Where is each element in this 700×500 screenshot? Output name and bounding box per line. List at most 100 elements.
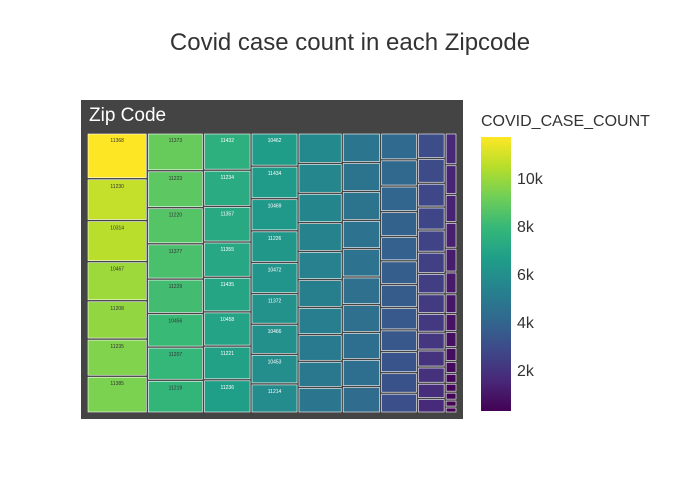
treemap-tile[interactable] bbox=[147, 314, 203, 347]
treemap-tile[interactable] bbox=[445, 133, 457, 165]
treemap-tile[interactable] bbox=[445, 195, 457, 222]
treemap-tile[interactable] bbox=[87, 262, 147, 301]
treemap-tile[interactable] bbox=[251, 166, 298, 199]
treemap-tile[interactable] bbox=[381, 373, 417, 393]
treemap-tile[interactable] bbox=[445, 165, 457, 194]
treemap-tile[interactable] bbox=[147, 133, 203, 171]
treemap-tile[interactable] bbox=[381, 160, 417, 186]
treemap-tile[interactable] bbox=[147, 279, 203, 313]
treemap-tile[interactable] bbox=[87, 376, 147, 413]
treemap-tile[interactable] bbox=[298, 308, 342, 334]
treemap-tile[interactable] bbox=[445, 248, 457, 272]
tile-label: 10467 bbox=[110, 267, 124, 273]
treemap-tile[interactable] bbox=[298, 223, 342, 251]
treemap-tile[interactable] bbox=[445, 407, 457, 413]
treemap-tile[interactable] bbox=[87, 339, 147, 376]
treemap-tile[interactable] bbox=[251, 133, 298, 166]
treemap-tile[interactable] bbox=[342, 221, 380, 248]
treemap-tile[interactable] bbox=[381, 330, 417, 351]
treemap-tile[interactable] bbox=[87, 179, 147, 220]
treemap-tile[interactable] bbox=[298, 361, 342, 387]
treemap-tile[interactable] bbox=[418, 367, 445, 383]
treemap-tile[interactable] bbox=[298, 133, 342, 163]
treemap-tile[interactable] bbox=[381, 261, 417, 284]
treemap-tile[interactable] bbox=[204, 312, 251, 346]
treemap-tile[interactable] bbox=[204, 346, 251, 380]
treemap-tile[interactable] bbox=[342, 133, 380, 162]
treemap-tile[interactable] bbox=[418, 183, 445, 207]
treemap-tile[interactable] bbox=[204, 380, 251, 413]
treemap-tile[interactable] bbox=[147, 208, 203, 244]
tile-label: 11434 bbox=[268, 171, 282, 177]
treemap-tile[interactable] bbox=[342, 192, 380, 220]
treemap-tile[interactable] bbox=[445, 362, 457, 373]
treemap-tile[interactable] bbox=[381, 186, 417, 211]
treemap-tile[interactable] bbox=[381, 133, 417, 160]
treemap-tile[interactable] bbox=[381, 393, 417, 413]
treemap-tile[interactable] bbox=[204, 242, 251, 277]
treemap-tile[interactable] bbox=[147, 347, 203, 380]
treemap-tile[interactable] bbox=[147, 380, 203, 413]
treemap-tile[interactable] bbox=[445, 348, 457, 361]
treemap-tile[interactable] bbox=[204, 277, 251, 312]
treemap-tile[interactable] bbox=[251, 263, 298, 293]
treemap-tile[interactable] bbox=[445, 332, 457, 347]
treemap-tile[interactable] bbox=[418, 159, 445, 183]
tile-label: 11220 bbox=[169, 213, 183, 219]
treemap-tile[interactable] bbox=[445, 400, 457, 407]
treemap-tile[interactable] bbox=[418, 274, 445, 294]
treemap-tile[interactable] bbox=[418, 207, 445, 230]
treemap-tile[interactable] bbox=[445, 373, 457, 383]
treemap-tile[interactable] bbox=[298, 335, 342, 361]
treemap-tile[interactable] bbox=[418, 399, 445, 413]
treemap-tile[interactable] bbox=[381, 212, 417, 236]
treemap-tile[interactable] bbox=[298, 388, 342, 413]
treemap-tile[interactable] bbox=[342, 249, 380, 277]
treemap-tile[interactable] bbox=[298, 164, 342, 193]
treemap-tile[interactable] bbox=[147, 171, 203, 208]
treemap-tile[interactable] bbox=[418, 133, 445, 158]
treemap-tile[interactable] bbox=[381, 237, 417, 261]
treemap-tile[interactable] bbox=[381, 308, 417, 330]
treemap-tile[interactable] bbox=[204, 207, 251, 242]
treemap-tile[interactable] bbox=[381, 285, 417, 307]
treemap-tile[interactable] bbox=[445, 272, 457, 294]
treemap-tile[interactable] bbox=[418, 294, 445, 313]
treemap-tile[interactable] bbox=[87, 133, 147, 179]
treemap-tile[interactable] bbox=[251, 384, 298, 413]
treemap-tile[interactable] bbox=[418, 350, 445, 367]
treemap-tile[interactable] bbox=[298, 193, 342, 222]
treemap-tile[interactable] bbox=[251, 199, 298, 231]
treemap-tile[interactable] bbox=[342, 360, 380, 386]
tile-label: 10466 bbox=[268, 329, 282, 335]
treemap-tile[interactable] bbox=[418, 332, 445, 350]
treemap-tile[interactable] bbox=[342, 305, 380, 332]
treemap-tile[interactable] bbox=[418, 252, 445, 273]
treemap-tile[interactable] bbox=[298, 252, 342, 279]
treemap-tile[interactable] bbox=[445, 314, 457, 331]
tile-label: 11368 bbox=[110, 138, 124, 144]
treemap-tile[interactable] bbox=[381, 352, 417, 373]
treemap-tile[interactable] bbox=[418, 314, 445, 332]
treemap-tile[interactable] bbox=[204, 170, 251, 206]
treemap-tile[interactable] bbox=[342, 333, 380, 359]
treemap-tile[interactable] bbox=[342, 387, 380, 413]
treemap-tile[interactable] bbox=[251, 231, 298, 262]
tile-label: 11219 bbox=[169, 385, 183, 391]
treemap-tile[interactable] bbox=[251, 294, 298, 324]
treemap-tile[interactable] bbox=[87, 301, 147, 339]
treemap-tile[interactable] bbox=[445, 383, 457, 392]
treemap-tile[interactable] bbox=[342, 277, 380, 304]
treemap-tile[interactable] bbox=[204, 133, 251, 170]
treemap-tile[interactable] bbox=[147, 244, 203, 279]
treemap-tile[interactable] bbox=[342, 163, 380, 191]
treemap-tile[interactable] bbox=[445, 392, 457, 400]
treemap-tile[interactable] bbox=[87, 221, 147, 261]
treemap-tile[interactable] bbox=[251, 324, 298, 354]
treemap-tile[interactable] bbox=[418, 383, 445, 398]
treemap-tile[interactable] bbox=[445, 223, 457, 248]
treemap-tile[interactable] bbox=[445, 294, 457, 314]
treemap-tile[interactable] bbox=[251, 354, 298, 384]
treemap-tile[interactable] bbox=[418, 230, 445, 252]
treemap-tile[interactable] bbox=[298, 280, 342, 307]
